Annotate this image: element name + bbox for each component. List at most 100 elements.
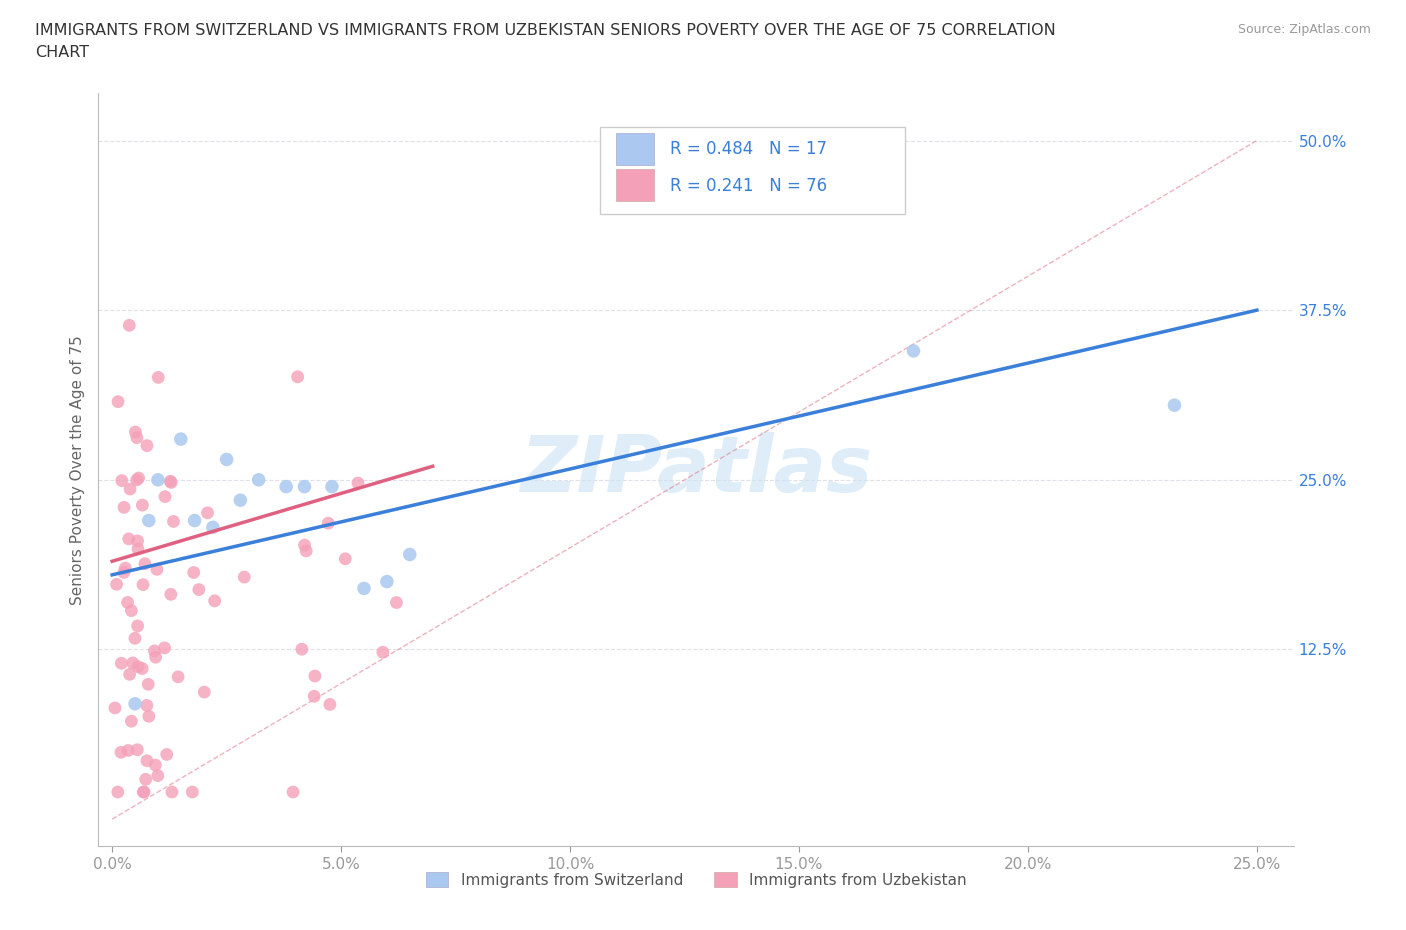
Point bbox=[138, 513, 160, 528]
Point bbox=[136, 677, 159, 692]
Point bbox=[145, 650, 167, 665]
Point bbox=[398, 547, 420, 562]
Point bbox=[114, 561, 136, 576]
Point bbox=[335, 551, 357, 566]
Point bbox=[187, 582, 209, 597]
Point bbox=[281, 785, 304, 800]
Point bbox=[160, 587, 183, 602]
Point bbox=[146, 472, 169, 487]
Point bbox=[146, 768, 169, 783]
Text: R = 0.241   N = 76: R = 0.241 N = 76 bbox=[669, 177, 827, 194]
Y-axis label: Seniors Poverty Over the Age of 75: Seniors Poverty Over the Age of 75 bbox=[70, 335, 86, 604]
Point bbox=[136, 438, 159, 453]
Point bbox=[294, 479, 316, 494]
Point bbox=[229, 493, 252, 508]
Point bbox=[183, 565, 205, 580]
Point bbox=[125, 472, 148, 487]
Point bbox=[160, 785, 183, 800]
Point bbox=[118, 318, 141, 333]
Point bbox=[120, 713, 142, 728]
Point bbox=[117, 595, 139, 610]
Point bbox=[193, 684, 215, 699]
Point bbox=[233, 570, 256, 585]
Point bbox=[118, 667, 141, 682]
Point bbox=[375, 574, 398, 589]
Point bbox=[132, 785, 155, 800]
Point bbox=[112, 500, 135, 515]
Point bbox=[302, 689, 325, 704]
Point bbox=[294, 538, 316, 552]
Point bbox=[112, 565, 135, 579]
Point bbox=[160, 475, 183, 490]
Point bbox=[153, 489, 176, 504]
Text: R = 0.484   N = 17: R = 0.484 N = 17 bbox=[669, 140, 827, 158]
Point bbox=[385, 595, 408, 610]
Point bbox=[131, 498, 153, 512]
Point bbox=[127, 541, 149, 556]
Point bbox=[107, 394, 129, 409]
FancyBboxPatch shape bbox=[616, 133, 654, 165]
Point bbox=[156, 747, 179, 762]
Point bbox=[110, 745, 132, 760]
FancyBboxPatch shape bbox=[616, 169, 654, 201]
Point bbox=[132, 578, 155, 592]
Point bbox=[132, 785, 155, 800]
Legend: Immigrants from Switzerland, Immigrants from Uzbekistan: Immigrants from Switzerland, Immigrants … bbox=[426, 871, 966, 887]
Point bbox=[127, 659, 149, 674]
Point bbox=[127, 618, 149, 633]
Point bbox=[371, 644, 394, 659]
Point bbox=[321, 479, 343, 494]
Point bbox=[353, 581, 375, 596]
Point bbox=[124, 697, 146, 711]
Point bbox=[204, 593, 226, 608]
Point bbox=[276, 479, 298, 494]
Point bbox=[138, 709, 160, 724]
Point bbox=[110, 656, 132, 671]
Point bbox=[347, 475, 370, 490]
Point bbox=[118, 482, 141, 497]
Point bbox=[146, 562, 169, 577]
Point bbox=[201, 520, 224, 535]
Point bbox=[135, 753, 157, 768]
Point bbox=[105, 577, 128, 591]
Text: Source: ZipAtlas.com: Source: ZipAtlas.com bbox=[1237, 23, 1371, 36]
Point bbox=[215, 452, 238, 467]
Point bbox=[134, 556, 156, 571]
Point bbox=[159, 473, 181, 488]
Point bbox=[153, 641, 176, 656]
Point bbox=[287, 369, 309, 384]
Point bbox=[903, 343, 925, 358]
Point bbox=[148, 370, 170, 385]
FancyBboxPatch shape bbox=[600, 126, 905, 214]
Point bbox=[145, 758, 167, 773]
Point bbox=[124, 425, 146, 440]
Point bbox=[121, 656, 143, 671]
Point bbox=[124, 631, 146, 645]
Point bbox=[247, 472, 270, 487]
Point bbox=[127, 742, 149, 757]
Text: CHART: CHART bbox=[35, 45, 89, 60]
Point bbox=[295, 543, 318, 558]
Point bbox=[162, 514, 184, 529]
Point bbox=[107, 785, 129, 800]
Point bbox=[170, 432, 193, 446]
Text: IMMIGRANTS FROM SWITZERLAND VS IMMIGRANTS FROM UZBEKISTAN SENIORS POVERTY OVER T: IMMIGRANTS FROM SWITZERLAND VS IMMIGRANT… bbox=[35, 23, 1056, 38]
Point bbox=[304, 669, 326, 684]
Point bbox=[167, 670, 190, 684]
Point bbox=[181, 785, 204, 800]
Point bbox=[125, 431, 148, 445]
Point bbox=[143, 644, 166, 658]
Point bbox=[117, 743, 139, 758]
Point bbox=[111, 473, 134, 488]
Point bbox=[183, 513, 205, 528]
Point bbox=[128, 471, 150, 485]
Point bbox=[104, 700, 127, 715]
Point bbox=[120, 604, 142, 618]
Point bbox=[197, 505, 219, 520]
Point bbox=[135, 772, 157, 787]
Point bbox=[319, 697, 342, 711]
Text: ZIPatlas: ZIPatlas bbox=[520, 432, 872, 508]
Point bbox=[135, 698, 157, 712]
Point bbox=[127, 534, 149, 549]
Point bbox=[131, 661, 153, 676]
